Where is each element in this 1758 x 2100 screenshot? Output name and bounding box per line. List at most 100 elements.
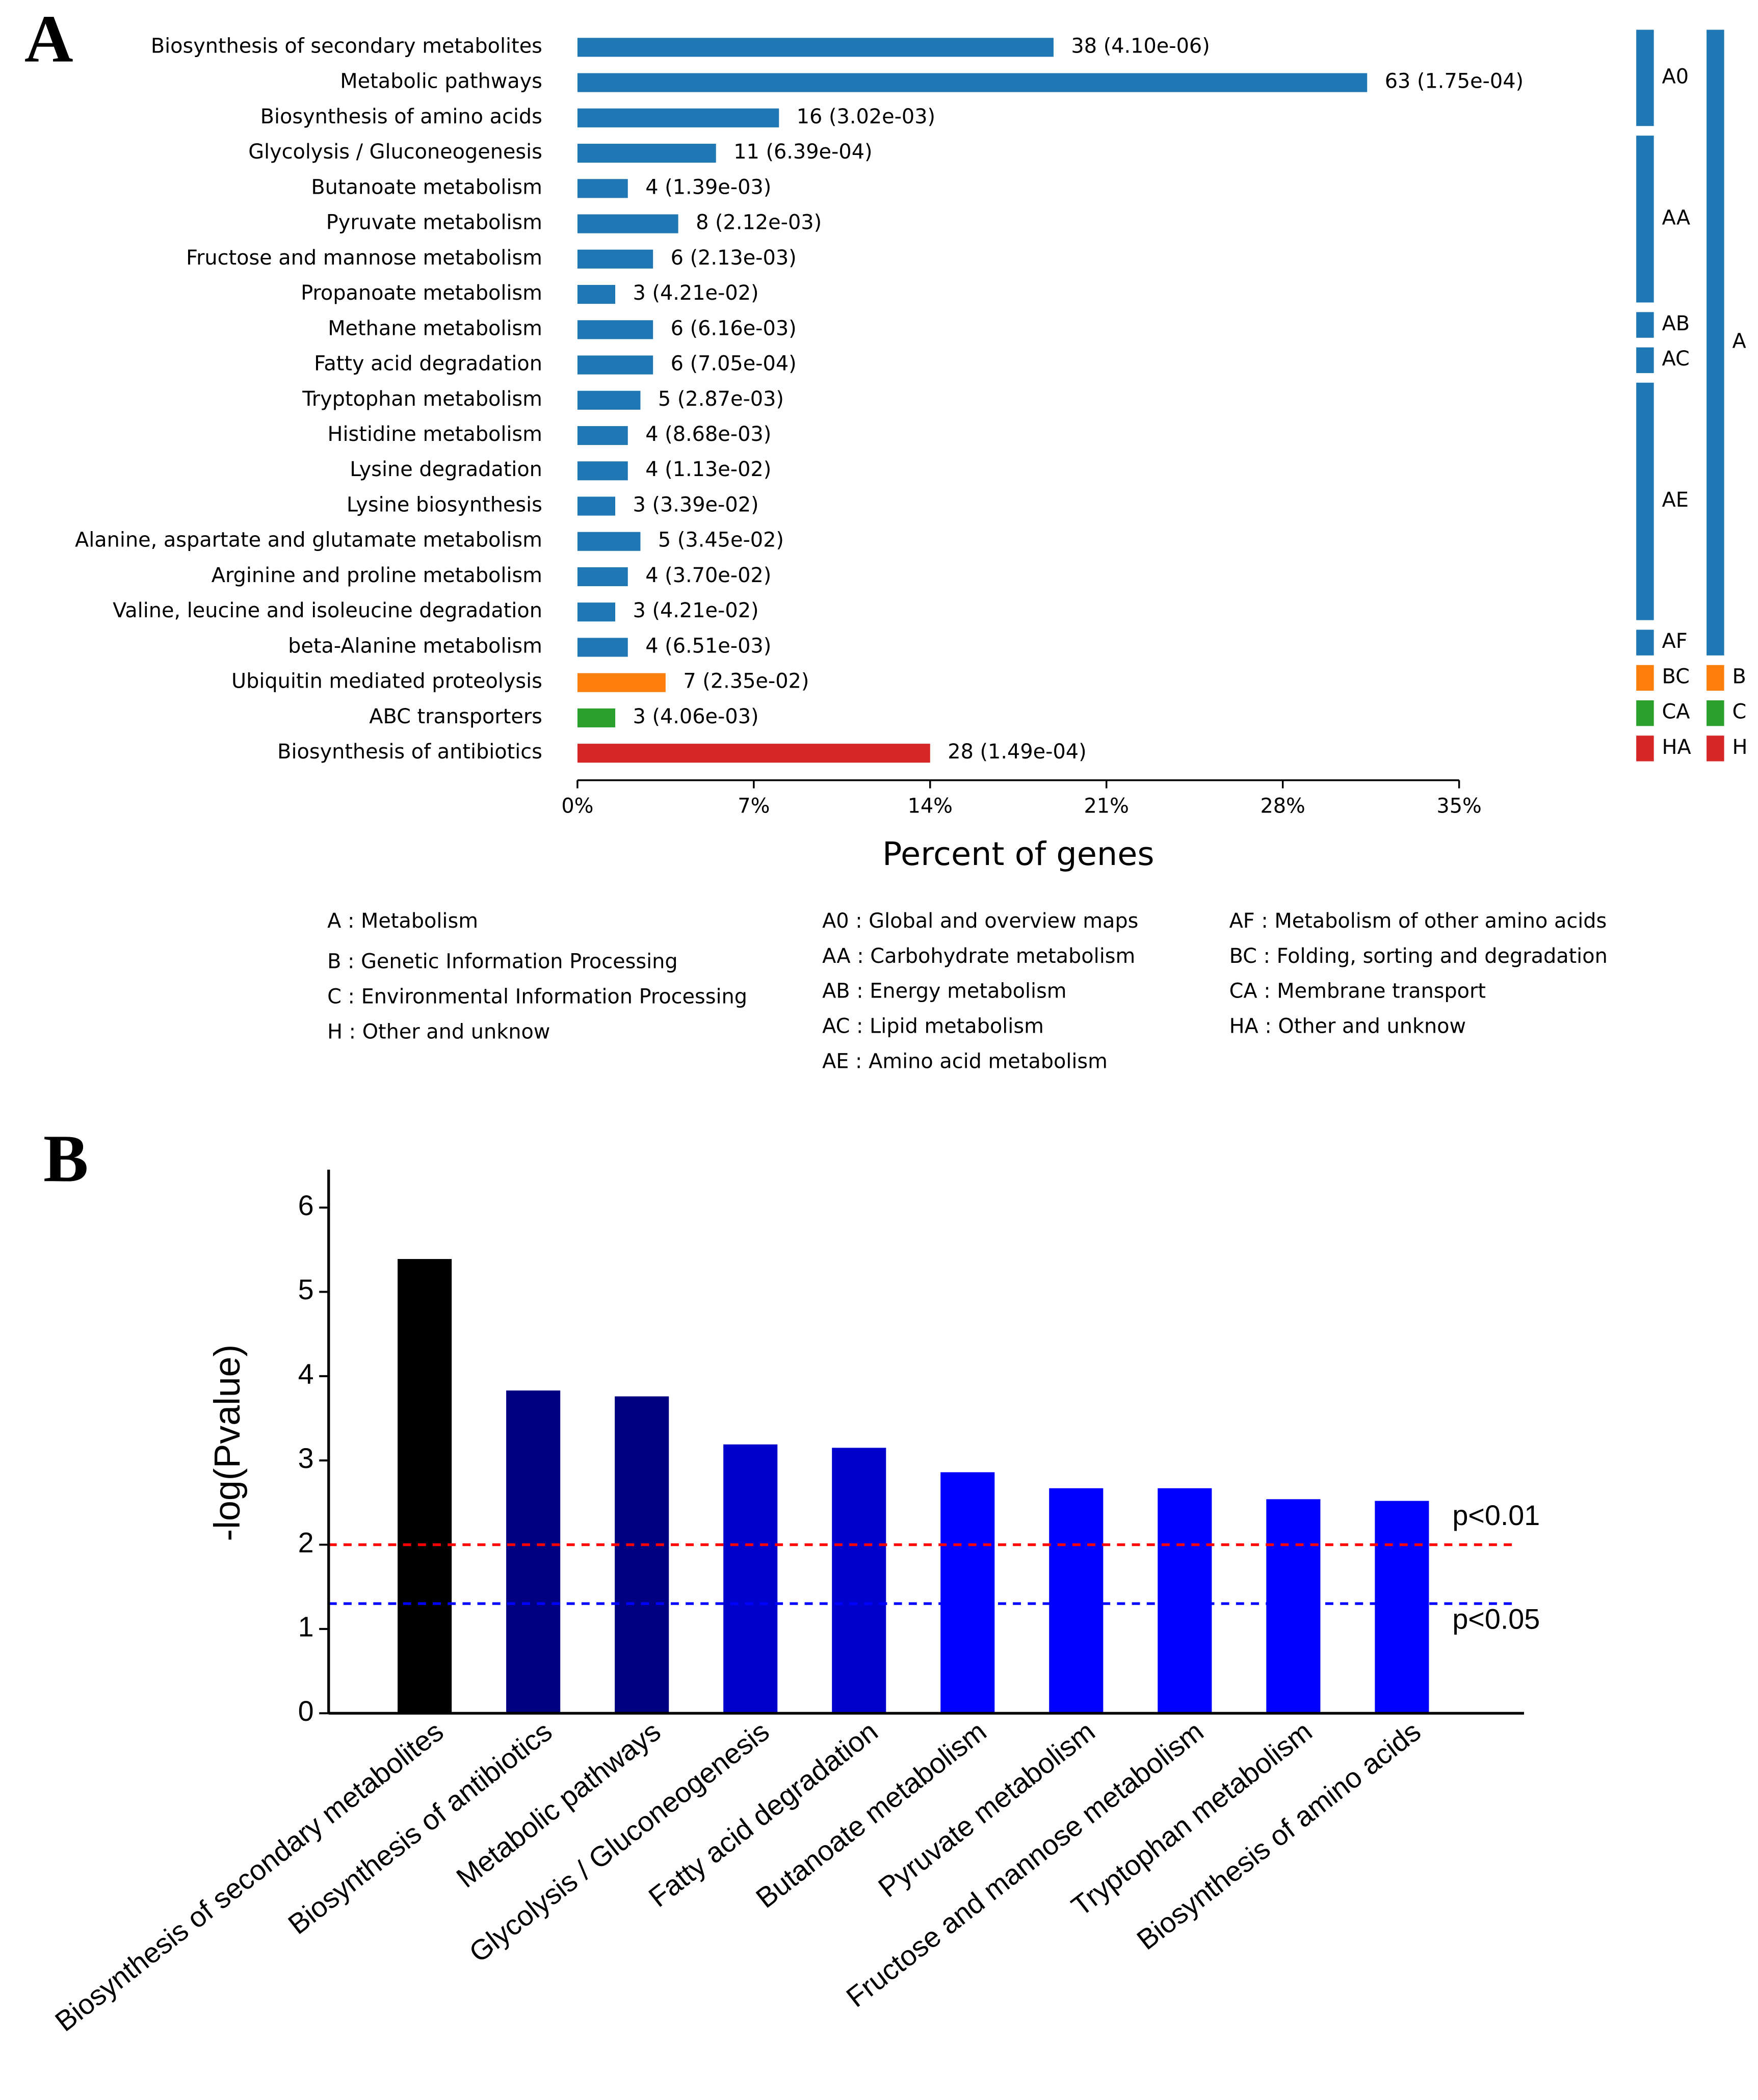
- bar-label: 63 (1.75e-04): [1385, 70, 1524, 93]
- bar: [1158, 1488, 1212, 1714]
- bar: [577, 214, 678, 233]
- bar: [577, 249, 653, 269]
- class-label: CA: [1662, 700, 1690, 724]
- bar: [577, 638, 628, 657]
- bar-label: 4 (8.68e-03): [645, 423, 771, 446]
- bar-label: 3 (4.21e-02): [633, 281, 759, 305]
- y-tick-label: 6: [298, 1190, 314, 1221]
- bar-label: 7 (2.35e-02): [683, 670, 809, 693]
- y-tick-label: Biosynthesis of antibiotics: [277, 740, 542, 764]
- reference-label: p<0.05: [1452, 1603, 1540, 1635]
- y-tick-label: Arginine and proline metabolism: [212, 564, 542, 587]
- class-label: BC: [1662, 665, 1690, 688]
- bar: [577, 602, 616, 622]
- y-tick-label: Alanine, aspartate and glutamate metabol…: [75, 529, 542, 552]
- reference-label: p<0.01: [1452, 1500, 1540, 1531]
- y-tick-label: 4: [298, 1358, 314, 1390]
- legend-entry: AA : Carbohydrate metabolism: [822, 944, 1135, 968]
- bar: [577, 355, 653, 375]
- x-axis-title: Percent of genes: [882, 835, 1154, 873]
- class-bar: [1707, 736, 1724, 762]
- y-axis-title: -log(Pvalue): [207, 1345, 248, 1541]
- y-tick-label: ABC transporters: [369, 705, 542, 728]
- y-tick-label: 2: [298, 1527, 314, 1558]
- y-tick-label: Biosynthesis of secondary metabolites: [151, 34, 542, 58]
- bar-label: 4 (1.39e-03): [645, 175, 771, 199]
- bar: [577, 744, 930, 763]
- bar: [577, 320, 653, 339]
- y-tick-label: 0: [298, 1695, 314, 1727]
- legend-entry: AC : Lipid metabolism: [822, 1015, 1044, 1038]
- legend-entry: BC : Folding, sorting and degradation: [1229, 944, 1608, 968]
- bar-label: 5 (2.87e-03): [658, 387, 784, 411]
- class-bar: [1636, 382, 1654, 620]
- legend-entry: H : Other and unknow: [327, 1020, 550, 1043]
- bar: [577, 708, 616, 728]
- class-label: AE: [1662, 488, 1689, 512]
- y-tick-label: Tryptophan metabolism: [302, 387, 542, 411]
- legend-entry: A0 : Global and overview maps: [822, 909, 1138, 933]
- legend-entry: A : Metabolism: [327, 909, 478, 933]
- y-tick-label: Fructose and mannose metabolism: [186, 246, 542, 270]
- y-tick-label: Ubiquitin mediated proteolysis: [231, 670, 542, 693]
- y-tick-label: 1: [298, 1611, 314, 1643]
- legend-entry: AE : Amino acid metabolism: [822, 1050, 1108, 1073]
- bar-label: 6 (2.13e-03): [671, 246, 797, 270]
- y-tick-label: Glycolysis / Gluconeogenesis: [248, 140, 542, 164]
- bar-label: 3 (3.39e-02): [633, 493, 759, 516]
- bar-label: 11 (6.39e-04): [733, 140, 872, 164]
- class-label: A0: [1662, 65, 1689, 88]
- y-tick-label: Methane metabolism: [328, 317, 542, 340]
- class-label: AA: [1662, 206, 1691, 229]
- class-bar: [1636, 629, 1654, 655]
- bar: [577, 179, 628, 198]
- class-label: AF: [1662, 629, 1688, 653]
- x-tick-label: Metabolic pathways: [451, 1715, 667, 1894]
- legend-entry: AB : Energy metabolism: [822, 980, 1067, 1003]
- bar: [940, 1472, 995, 1714]
- x-tick-label: 0%: [561, 794, 593, 818]
- class-bar: [1636, 700, 1654, 726]
- class-bar: [1636, 30, 1654, 126]
- y-tick-label: Lysine degradation: [350, 458, 542, 481]
- bar: [832, 1448, 886, 1714]
- bar-label: 6 (7.05e-04): [671, 352, 797, 376]
- class-bar: [1636, 665, 1654, 691]
- legend-entry: CA : Membrane transport: [1229, 980, 1486, 1003]
- bar-label: 38 (4.10e-06): [1071, 34, 1210, 58]
- class-bar: [1636, 347, 1654, 373]
- bar: [506, 1390, 561, 1714]
- bar: [577, 426, 628, 445]
- class-label: H: [1732, 736, 1747, 759]
- bar: [577, 38, 1054, 57]
- class-label: C: [1732, 700, 1746, 724]
- bar-label: 16 (3.02e-03): [797, 105, 935, 128]
- x-tick-label: 28%: [1260, 794, 1305, 818]
- class-bar: [1636, 312, 1654, 338]
- class-bar: [1636, 736, 1654, 762]
- bar: [577, 284, 616, 304]
- class-label: AC: [1662, 347, 1690, 371]
- bar: [577, 390, 641, 410]
- legend-entry: C : Environmental Information Processing: [327, 985, 747, 1008]
- bar: [577, 73, 1368, 92]
- bar: [1049, 1488, 1104, 1714]
- y-tick-label: beta-Alanine metabolism: [288, 634, 542, 658]
- bar-label: 4 (6.51e-03): [645, 634, 771, 658]
- bar: [577, 567, 628, 587]
- y-tick-label: Biosynthesis of amino acids: [260, 105, 542, 128]
- class-bar: [1707, 665, 1724, 691]
- bar-label: 5 (3.45e-02): [658, 529, 784, 552]
- bar: [1375, 1501, 1429, 1714]
- x-tick-label: 14%: [908, 794, 953, 818]
- bar-label: 3 (4.06e-03): [633, 705, 759, 728]
- bar: [398, 1259, 452, 1714]
- bar: [577, 461, 628, 481]
- y-tick-label: Fatty acid degradation: [314, 352, 542, 376]
- x-tick-label: 7%: [738, 794, 770, 818]
- class-label: AB: [1662, 312, 1690, 335]
- bar: [577, 673, 666, 692]
- legend-entry: HA : Other and unknow: [1229, 1015, 1466, 1038]
- x-tick-label: Biosynthesis of secondary metabolites: [49, 1715, 450, 2037]
- bar-label: 28 (1.49e-04): [948, 740, 1086, 764]
